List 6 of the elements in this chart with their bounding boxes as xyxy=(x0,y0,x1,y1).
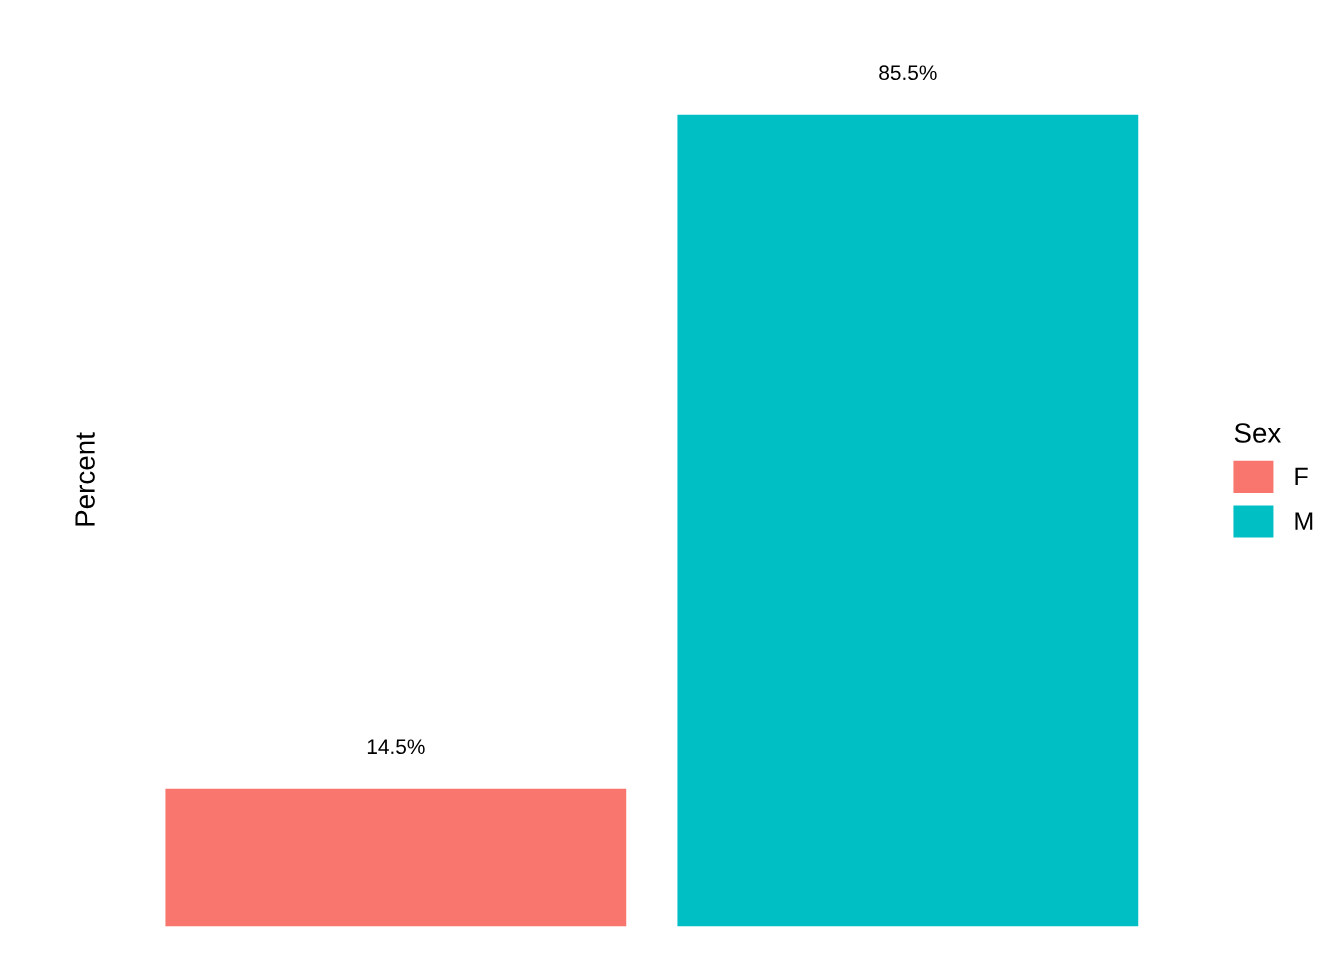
legend-label: M xyxy=(1295,512,1313,530)
data-label: 85.5% xyxy=(879,65,937,81)
legend-title: Sex xyxy=(1234,423,1282,443)
data-label: 14.5% xyxy=(367,739,425,755)
legend-label: F xyxy=(1295,467,1308,486)
y-axis-title: Percent xyxy=(75,432,95,526)
